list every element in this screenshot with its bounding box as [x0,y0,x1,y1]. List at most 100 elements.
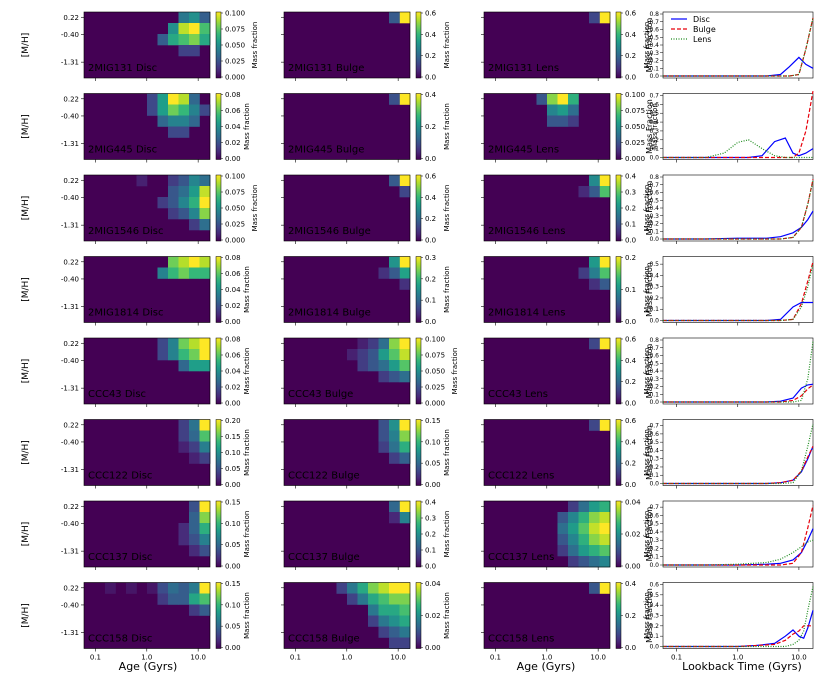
profile-y-axis-label: Mass Fraction [645,344,654,399]
heatmap-cell [389,512,400,524]
profile-y-tick-label: 0.6 [649,101,659,108]
x-tick-label: 0.1 [290,654,301,662]
colorbar-label: Mass fraction [443,103,451,150]
heatmap-cell [178,349,190,361]
heatmap-cell [199,208,211,220]
heatmap-cell [378,349,390,361]
row-2mig1546: 2MIG1546 Disc 0.22 -0.40 -1.31 0.100 0.075 0.0… [21,173,814,245]
profile-y-tick-label: 0.0 [649,155,659,162]
heatmap-cell [168,126,179,138]
colorbar-label: Mass fraction [443,429,451,476]
heatmap-cell [378,338,390,350]
heatmap-ccc43-disc: CCC43 Disc 0.22 -0.40 -1.31 0.08 0.06 0.04 0.02… [61,336,251,408]
heatmap-cell [389,626,400,638]
heatmap-cell [389,593,400,605]
heatmap-cell [189,208,200,220]
heatmap-cell [199,604,211,616]
y-tick-label: -0.40 [61,275,79,283]
heatmap-cell [589,12,600,24]
heatmap-cell [378,371,390,383]
colorbar-tick-label: 0.04 [425,580,441,588]
heatmap-2mig1546-bulge: 2MIG1546 Bulge 0.6 0.4 0.2 0.0 Mass fraction [281,173,451,245]
colorbar-tick-label: 0.02 [625,531,641,539]
heatmap-ccc137-bulge: CCC137 Bulge 0.4 0.3 0.2 0.1 0.0 Mass fraction [281,499,451,571]
y-tick-label: -1.31 [61,548,79,556]
profile-y-tick-label: 0.6 [649,431,659,438]
heatmap-cell [157,115,169,127]
colorbar [415,93,422,160]
colorbar-tick-label: 0.050 [225,42,245,50]
colorbar [415,174,422,242]
heatmap-cell [199,186,211,198]
heatmap-cell [157,593,169,605]
heatmap-cell [399,93,411,105]
profile-frame [662,93,814,160]
heatmap-cell [178,104,190,116]
metallicity-axis-label: [M/H] [21,277,31,302]
metallicity-axis-label: [M/H] [21,440,31,465]
heatmap-cell [178,267,190,279]
colorbar-tick-label: 0.0 [625,400,636,408]
colorbar-tick-label: 0.00 [625,563,641,571]
profile-frame [662,419,814,486]
colorbar [415,500,422,568]
colorbar-tick-label: 0.6 [625,336,637,344]
colorbar-tick-label: 0.15 [225,580,241,588]
colorbar-tick-label: 0.6 [425,173,437,181]
profile-y-tick-label: 0.3 [649,613,659,620]
profile-y-tick-label: 0.0 [649,236,659,243]
heatmap-cell [399,593,411,605]
heatmap-cell [157,34,169,46]
heatmap-cell [389,430,400,442]
x-tick-label: 0.1 [90,654,101,662]
colorbar-label: Mass fraction [443,185,451,232]
y-tick-label: -0.40 [61,194,79,202]
heatmap-cell [178,419,190,431]
heatmap-cell [199,267,211,279]
panel-label: CCC122 Disc [88,471,152,482]
colorbar-tick-label: 0.000 [625,155,645,163]
colorbar-tick-label: 0.0 [625,74,636,82]
colorbar [615,93,622,160]
heatmap-cell [189,256,200,268]
colorbar-tick-label: 0.075 [625,107,645,115]
colorbar-label: Mass fraction [443,592,451,639]
colorbar-tick-label: 0.4 [625,357,637,365]
heatmap-cell [199,349,211,361]
heatmap-cell [547,104,558,116]
heatmap-cell [378,582,390,594]
y-tick-label: -1.31 [61,466,79,474]
profile-y-tick-label: 0.4 [649,119,659,126]
colorbar-tick-label: 0.3 [425,254,436,262]
colorbar-tick-label: 0.4 [425,31,437,39]
colorbar-tick-label: 0.1 [425,547,436,555]
profile-x-tick-label: 1.0 [732,654,743,662]
heatmap-cell [389,371,400,383]
heatmap-cell [557,545,569,557]
heatmap-cell [368,360,379,372]
panel-label: 2MIG1546 Lens [488,226,565,237]
heatmap-cell [157,93,169,105]
heatmap-ccc137-disc: CCC137 Disc 0.22 -0.40 -1.31 0.15 0.10 0.05 0.0… [61,499,251,571]
profile-line-lens [663,180,814,240]
heatmap-cell [568,115,579,127]
panel-label: CCC137 Disc [88,552,152,563]
heatmap-cell [578,267,590,279]
colorbar [215,500,222,568]
colorbar-tick-label: 0.08 [225,336,241,344]
heatmap-cell [189,360,200,372]
heatmap-cell [378,419,390,431]
heatmap-cell [126,582,137,594]
colorbar-tick-label: 0.06 [225,352,241,360]
heatmap-cell [589,278,600,290]
heatmap-cell [378,615,390,627]
y-tick-label: -1.31 [61,59,79,67]
heatmap-cell [357,593,369,605]
colorbar-tick-label: 0.050 [625,123,645,131]
colorbar-tick-label: 0.0 [425,74,436,82]
colorbar [215,582,222,649]
heatmap-cell [199,582,211,594]
